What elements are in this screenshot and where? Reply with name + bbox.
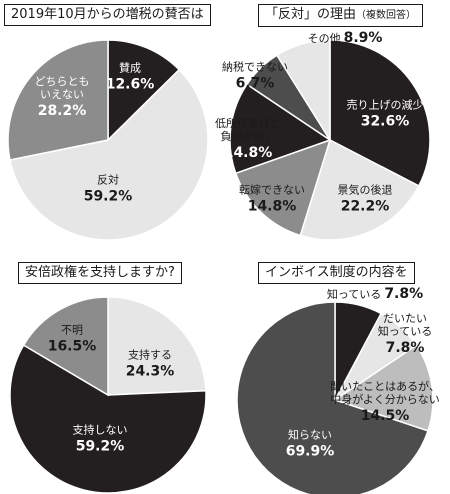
slice-value: 12.6% — [106, 77, 155, 93]
slice-label: 反対 59.2% — [84, 173, 133, 205]
slice-name: いえない — [40, 88, 84, 101]
slice-name: 不明 — [61, 324, 83, 337]
slice-value: 14.8% — [248, 199, 297, 215]
pie-slice — [22, 296, 109, 397]
pie-slice — [234, 138, 332, 237]
slice-value: 6.7% — [236, 76, 275, 92]
pie-slice — [7, 39, 109, 161]
pie-slice — [9, 68, 209, 241]
slice-label: 賛成 12.6% — [106, 61, 155, 93]
chart-title: インボイス制度の内容を — [258, 262, 415, 284]
slice-label: 知らない 69.9% — [286, 428, 335, 460]
slice-name: 低所得者ほど — [215, 117, 281, 130]
slice-value: 69.9% — [286, 444, 335, 460]
slice-label: 聞いたことはあるが、中身がよく分からない 14.5% — [330, 379, 440, 424]
slice-label: 納税できない 6.7% — [222, 60, 288, 92]
slice-label: 支持する 24.3% — [126, 348, 175, 380]
slice-value: 14.5% — [361, 408, 410, 424]
slice-name: だいたい — [383, 312, 427, 325]
slice-value: 24.3% — [126, 364, 175, 380]
slice-name: 知っている — [378, 324, 432, 338]
slice-name: 支持しない — [73, 423, 128, 437]
slice-value: 32.6% — [361, 114, 410, 130]
slice-value: 22.2% — [341, 199, 390, 215]
slice-name: 売り上げの減少 — [347, 98, 424, 112]
slice-name: どちらとも — [35, 75, 90, 88]
slice-name: 負担が重い — [221, 129, 276, 143]
chart-title: 安倍政権を支持しますか? — [18, 262, 182, 284]
slice-value: 28.2% — [38, 103, 87, 119]
slice-name: 転嫁できない — [239, 183, 305, 197]
pie-slice — [107, 39, 181, 142]
pie-slice — [329, 39, 431, 187]
slice-name: 納税できない — [222, 60, 288, 74]
pie-slice — [299, 138, 420, 241]
pie-slice — [229, 83, 332, 175]
slice-value: 59.2% — [84, 189, 133, 205]
pie-slice — [9, 344, 207, 494]
slice-value: 7.8% — [386, 340, 425, 356]
slice-label: 売り上げの減少 32.6% — [347, 98, 424, 130]
slice-value: 14.8% — [224, 145, 273, 161]
slice-name: 支持する — [128, 348, 172, 362]
slice-value: 16.5% — [48, 339, 97, 355]
slice-name-and-value: その他 8.9% — [308, 30, 383, 46]
slice-label: その他 8.9% — [308, 30, 383, 46]
slice-label: 支持しない 59.2% — [73, 423, 128, 455]
slice-name: 知らない — [288, 428, 332, 442]
pie-slice — [107, 296, 207, 396]
pie-slice — [333, 344, 434, 432]
slice-label: 転嫁できない 14.8% — [239, 183, 305, 215]
chart-title: 「反対」の理由（複数回答） — [258, 4, 424, 27]
pie-slice — [275, 39, 331, 143]
slice-label: 景気の後退 22.2% — [338, 183, 393, 215]
slice-name: 賛成 — [119, 61, 141, 75]
slice-value: 59.2% — [76, 439, 125, 455]
slice-name: 中身がよく分からない — [330, 392, 439, 406]
slice-name: 聞いたことはあるが、 — [330, 379, 440, 393]
slice-name: 景気の後退 — [338, 183, 393, 197]
pie-slice — [236, 301, 429, 494]
slice-label: 知っている 7.8% — [327, 286, 423, 302]
slice-label: 不明 16.5% — [48, 324, 97, 355]
slice-name: 反対 — [97, 173, 119, 187]
chart-title: 2019年10月からの増税の賛否は — [4, 4, 211, 26]
slice-name-and-value: 知っている 7.8% — [327, 286, 423, 302]
